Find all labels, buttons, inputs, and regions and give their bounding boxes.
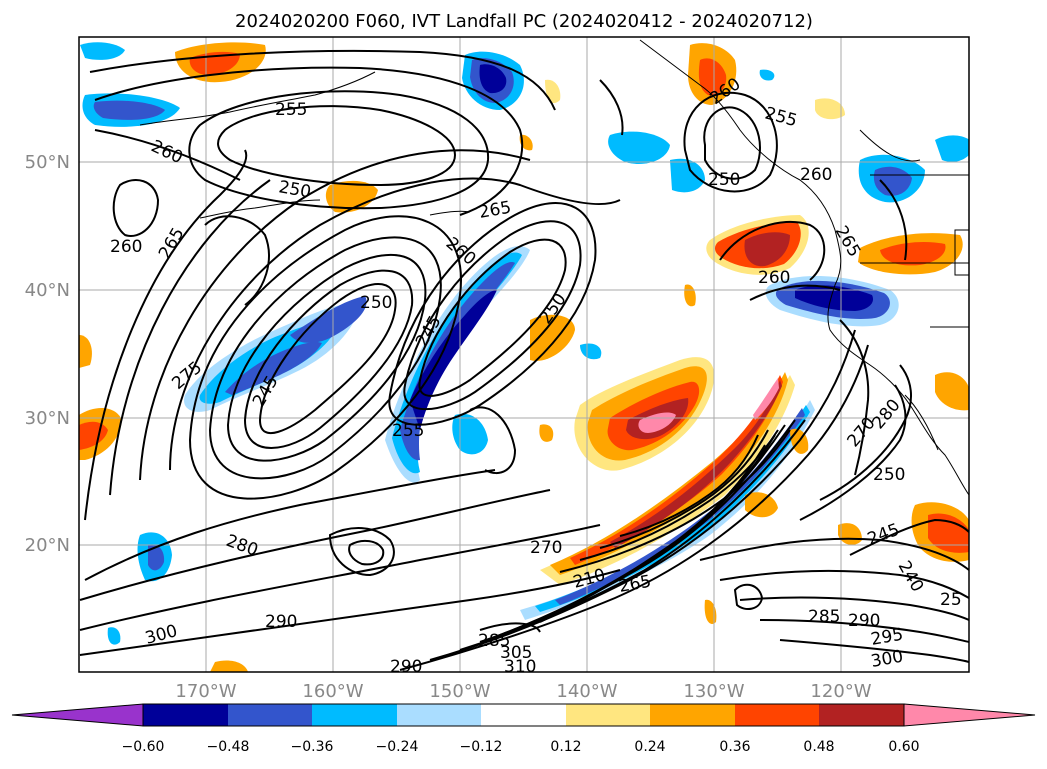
- lon-label: 150°W: [429, 681, 490, 702]
- colorbar-segment: [228, 704, 312, 726]
- contour-label: 310: [504, 657, 536, 677]
- colorbar-segment: [566, 704, 650, 726]
- colorbar-segment: [397, 704, 481, 726]
- coastlines: [139, 39, 969, 496]
- contour-label: 250: [873, 465, 905, 485]
- colorbar: −0.60 −0.48 −0.36 −0.24 −0.12 0.12 0.24 …: [11, 703, 1036, 755]
- colorbar-tick: 0.12: [550, 739, 581, 755]
- contour-label: 250: [360, 293, 392, 313]
- lon-label: 160°W: [302, 681, 363, 702]
- colorbar-frame: [142, 703, 905, 727]
- colorbar-tick: −0.12: [460, 739, 503, 755]
- map-frame: [78, 36, 970, 673]
- colorbar-segment: [312, 704, 397, 726]
- lat-label: 30°N: [25, 408, 70, 429]
- lat-label: 20°N: [25, 535, 70, 556]
- contour-label: 260: [110, 237, 142, 257]
- colorbar-tick: 0.36: [719, 739, 750, 755]
- lat-label: 40°N: [25, 280, 70, 301]
- colorbar-extend-left: [11, 703, 144, 727]
- lon-label: 170°W: [175, 681, 236, 702]
- colorbar-segment: [819, 704, 904, 726]
- colorbar-tick: 0.24: [634, 739, 665, 755]
- contour-label: 255: [392, 421, 424, 441]
- latitude-labels: 50°N 40°N 30°N 20°N: [25, 152, 70, 556]
- colorbar-segment: [143, 704, 228, 726]
- contour-label: 290: [265, 612, 297, 632]
- colorbar-tick: −0.48: [207, 739, 250, 755]
- contour-label: 290: [390, 657, 422, 677]
- colorbar-tick: −0.60: [122, 739, 165, 755]
- contour-label: 285: [808, 607, 840, 627]
- contour-label: 285: [478, 631, 510, 651]
- contour-label: 290: [848, 611, 880, 631]
- colorbar-extend-right: [903, 703, 1036, 727]
- contour-label: 255: [275, 100, 307, 120]
- colorbar-segment: [735, 704, 819, 726]
- lon-label: 120°W: [810, 681, 871, 702]
- map-plot-area: 255 260 250 265 260 260 265 275 250 250 …: [79, 37, 969, 677]
- colorbar-segment: [481, 704, 566, 726]
- graticule: [79, 37, 969, 672]
- map-title: 2024020200 F060, IVT Landfall PC (202402…: [235, 11, 813, 32]
- contour-label: 260: [758, 268, 790, 288]
- lat-label: 50°N: [25, 152, 70, 173]
- lon-label: 140°W: [556, 681, 617, 702]
- longitude-labels: 170°W 160°W 150°W 140°W 130°W 120°W: [175, 681, 871, 702]
- contour-lines: [79, 49, 969, 671]
- contour-label: 270: [530, 538, 562, 558]
- contour-label: 305: [500, 643, 532, 663]
- colorbar-tick: 0.48: [803, 739, 834, 755]
- contour-label: 260: [800, 165, 832, 185]
- lon-label: 130°W: [683, 681, 744, 702]
- colorbar-tick: −0.36: [291, 739, 334, 755]
- colorbar-segment: [650, 704, 735, 726]
- colorbar-tick: 0.60: [888, 739, 919, 755]
- colorbar-tick: −0.24: [376, 739, 419, 755]
- contour-label: 25: [940, 590, 962, 610]
- contour-label: 250: [708, 170, 740, 190]
